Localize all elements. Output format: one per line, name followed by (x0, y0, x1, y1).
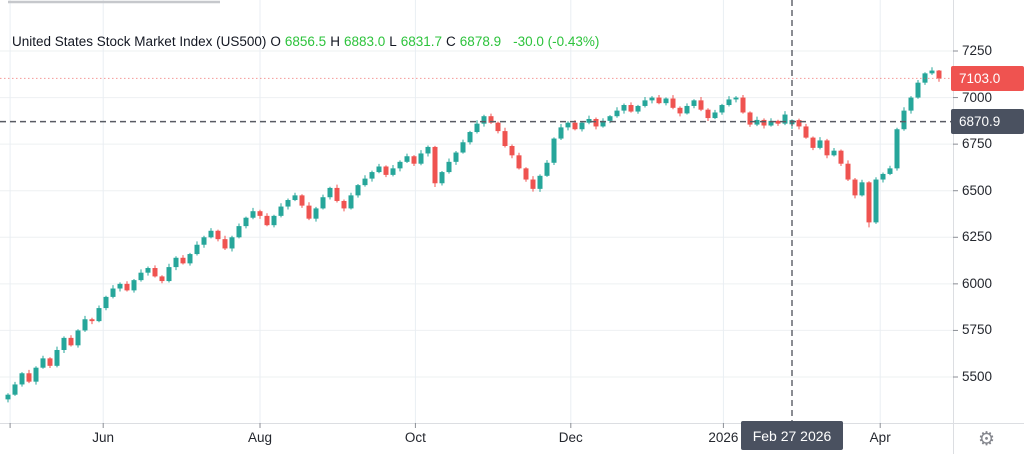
date-tick-label: Apr (869, 430, 891, 445)
low-value: 6831.7 (400, 34, 443, 49)
price-tick-label: 6000 (962, 275, 993, 291)
symbol-title: United States Stock Market Index (US500) (12, 34, 267, 49)
price-tick-label: 6500 (962, 182, 993, 198)
date-tick-label: Oct (404, 430, 426, 445)
close-label: C (446, 34, 456, 49)
open-label: O (270, 34, 281, 49)
gear-icon[interactable]: ⚙ (978, 428, 996, 450)
high-value: 6883.0 (343, 34, 386, 49)
close-value: 6878.9 (459, 34, 502, 49)
open-value: 6856.5 (284, 34, 327, 49)
low-label: L (389, 34, 397, 49)
high-label: H (330, 34, 340, 49)
date-tick-label: Dec (558, 430, 583, 445)
price-tick-label: 5750 (962, 322, 993, 338)
date-tick-label: 2026 (708, 430, 739, 445)
last-price-badge: 7103.0 (951, 65, 1024, 91)
price-tick-label: 6750 (962, 136, 993, 152)
price-tick-label: 5500 (962, 369, 993, 384)
change-value: -30.0 (-0.43%) (513, 34, 600, 49)
price-tick-label: 7000 (962, 89, 993, 105)
chart-legend[interactable]: United States Stock Market Index (US500)… (12, 34, 599, 49)
date-tick-label: Jun (92, 430, 115, 445)
crosshair-price-badge: 6870.9 (951, 109, 1024, 135)
date-tick-label: Aug (247, 430, 273, 445)
crosshair-date-badge: Feb 27 2026 (741, 421, 843, 450)
price-tick-label: 7250 (962, 43, 993, 58)
price-tick-label: 6250 (962, 229, 993, 245)
